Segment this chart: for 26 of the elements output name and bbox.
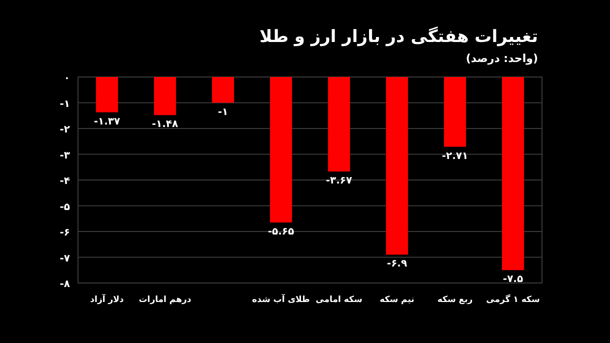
value-label: -۱ [218, 106, 228, 118]
ytick: -۱ [60, 98, 70, 110]
title: تغییرات هفتگی در بازار ارز و طلا [260, 27, 538, 47]
value-label: -۷.۵ [502, 274, 524, 286]
category: ربع سکه [437, 295, 473, 305]
category: دلار آزاد [90, 295, 124, 305]
value-label: -۳.۶۷ [326, 176, 352, 186]
ytick: -۴ [60, 176, 70, 187]
ytick: -۲ [60, 124, 70, 136]
value-label: -۲.۷۱ [442, 150, 468, 162]
category: سکه ۱ گرمی [486, 295, 540, 305]
value-label: -۱.۴۸ [152, 119, 178, 130]
ytick: -۷ [60, 253, 70, 264]
category: نیم سکه [380, 295, 414, 305]
subtitle: (واحد: درصد) [466, 52, 538, 65]
value-label: -۶.۹ [386, 258, 408, 270]
ytick: -۸ [60, 279, 70, 290]
ytick: ۰ [64, 73, 70, 84]
category: سکه امامی [316, 295, 362, 305]
category: طلای آب شده [252, 295, 310, 305]
category: درهم امارات [138, 295, 192, 305]
ytick: -۵ [60, 202, 70, 213]
ytick: -۳ [60, 150, 70, 162]
value-label: -۱.۳۷ [94, 116, 120, 128]
value-label: -۵.۶۵ [268, 226, 294, 238]
ytick: -۶ [60, 228, 70, 238]
